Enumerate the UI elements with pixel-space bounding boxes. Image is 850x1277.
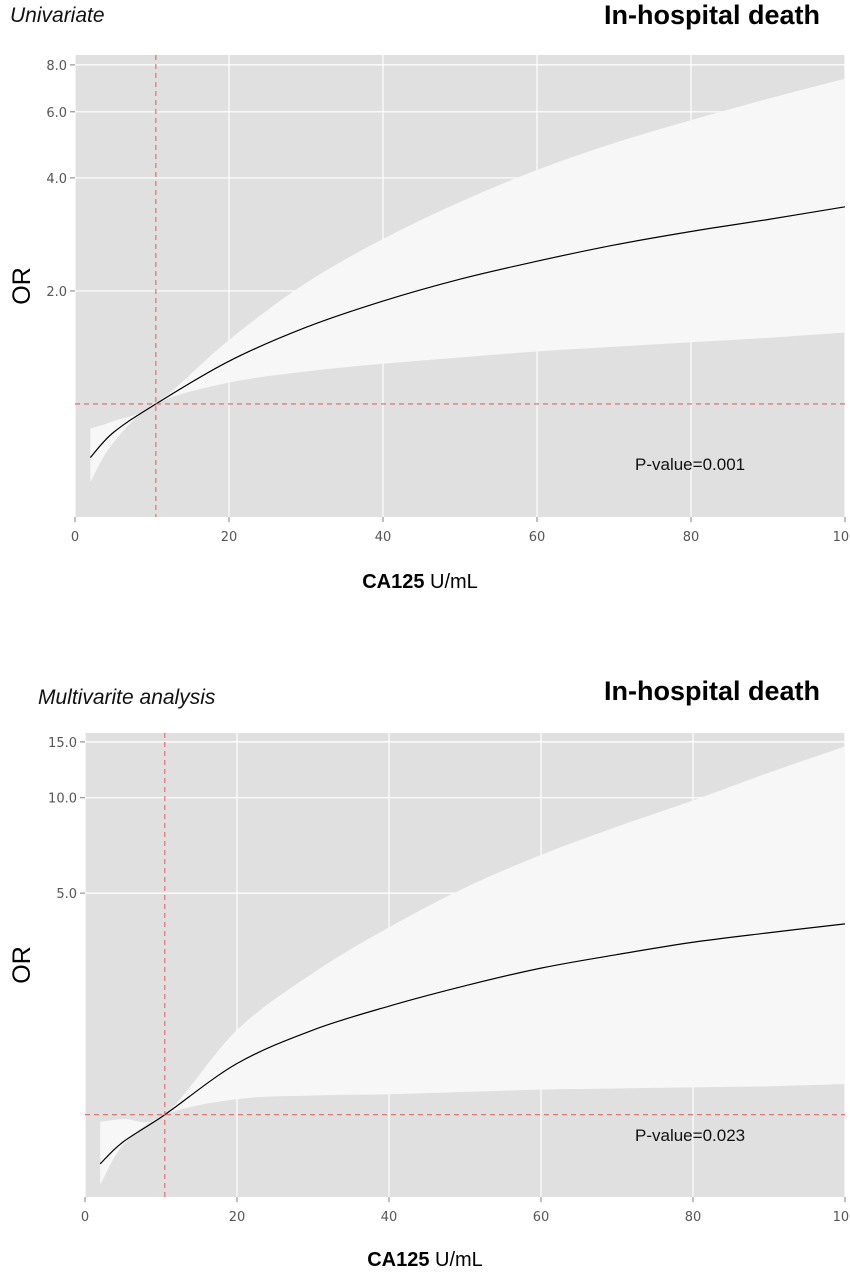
x-axis-label-variable: CA125	[362, 571, 424, 593]
odds-ratio-curve	[89, 206, 846, 458]
confidence-band	[100, 746, 845, 1186]
confidence-band	[90, 78, 845, 482]
axes: 0 20 40 60 80 100 2.0 4.0 6.0 8.0	[46, 59, 850, 545]
x-tick-label: 60	[529, 530, 546, 545]
chart-title: In-hospital death	[604, 0, 820, 30]
chart-subtitle: Univariate	[10, 4, 105, 27]
y-tick-label: 15.0	[48, 736, 77, 751]
x-axis-label-variable: CA125	[367, 1249, 429, 1271]
x-tick-label: 80	[683, 530, 700, 545]
chart-univariate: Univariate In-hospital death 0 20 40 60 80 10…	[8, 0, 850, 593]
y-axis-label: OR	[8, 267, 36, 305]
x-tick-label: 60	[533, 1210, 550, 1225]
x-tick-label: 40	[381, 1210, 398, 1225]
x-axis-label: CA125 U/mL	[362, 571, 478, 593]
x-tick-label: 20	[229, 1210, 246, 1225]
x-tick-label: 20	[221, 530, 238, 545]
p-value-annotation: P-value=0.001	[635, 455, 745, 474]
x-tick-label: 40	[375, 530, 392, 545]
x-tick-label: 100	[833, 1210, 850, 1225]
y-tick-label: 10.0	[48, 792, 77, 807]
x-tick-label: 80	[685, 1210, 702, 1225]
x-tick-label: 100	[833, 530, 850, 545]
p-value-annotation: P-value=0.023	[635, 1126, 745, 1145]
y-tick-label: 2.0	[46, 285, 67, 300]
chart-multivariate: Multivarite analysis In-hospital death 0…	[8, 676, 850, 1271]
axes: 0 20 40 60 80 100 5.0 10.0 15.0	[48, 736, 850, 1225]
x-axis-label-unit: U/mL	[429, 1249, 482, 1271]
y-axis-label: OR	[8, 946, 36, 984]
chart-title: In-hospital death	[604, 676, 820, 706]
x-axis-label-unit: U/mL	[424, 571, 477, 593]
y-tick-label: 8.0	[46, 59, 67, 74]
y-tick-label: 6.0	[46, 106, 67, 121]
y-tick-label: 4.0	[46, 172, 67, 187]
x-tick-label: 0	[81, 1210, 89, 1225]
y-tick-label: 5.0	[56, 887, 77, 902]
chart-subtitle: Multivarite analysis	[38, 686, 216, 709]
x-axis-label: CA125 U/mL	[367, 1249, 483, 1271]
x-tick-label: 0	[71, 530, 79, 545]
